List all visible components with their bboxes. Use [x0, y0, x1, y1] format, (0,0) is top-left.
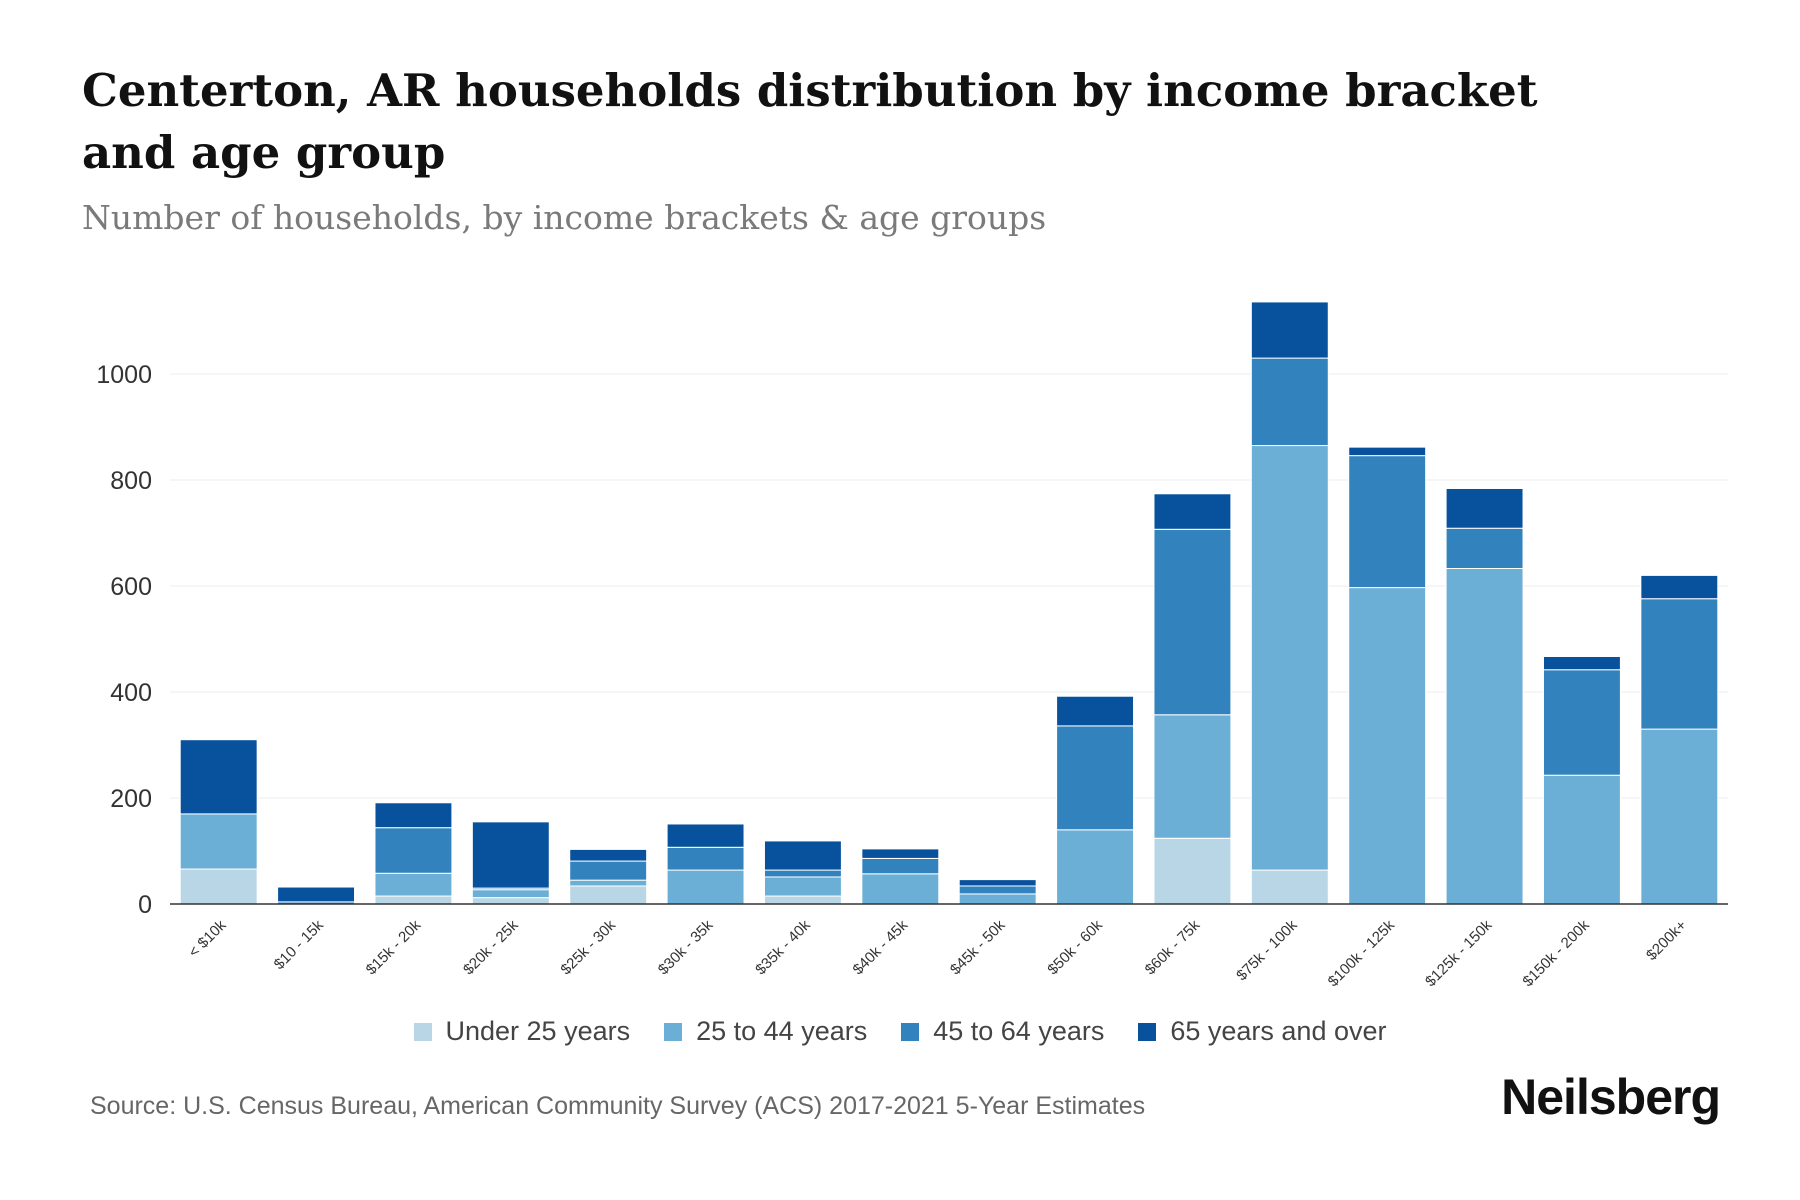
bar-segment [1153, 714, 1232, 839]
bar-segment [666, 846, 745, 871]
x-tick-label: $25k - 30k [557, 916, 619, 978]
bar-segment [763, 895, 842, 905]
bar-segment [1056, 695, 1135, 727]
y-tick-label: 800 [110, 467, 152, 495]
stacked-bar-chart: 0 200 400 600 800 1000 < $10k $10 - 15k $15k - 2… [96, 301, 1728, 990]
legend-label-45-64: 45 to 64 years [933, 1016, 1105, 1046]
bar-segment [374, 827, 453, 874]
bar-segment [1640, 728, 1719, 905]
x-tick-label: $35k - 40k [752, 916, 814, 978]
bar-segment [958, 879, 1037, 887]
bar-segment [179, 739, 258, 815]
legend-swatch-25-44 [664, 1022, 683, 1041]
legend-item-25-44: 25 to 44 years [664, 1016, 867, 1047]
bar-segment [179, 868, 258, 905]
bar-segment [666, 823, 745, 848]
bar-segment [179, 813, 258, 870]
bar-segment [471, 897, 550, 905]
bar-segment [471, 889, 550, 899]
legend-swatch-45-64 [901, 1022, 920, 1041]
bar-segment [763, 840, 842, 871]
bar-segment [861, 848, 940, 859]
bar-segment [1445, 487, 1524, 529]
bar-segment [1445, 568, 1524, 905]
legend-item-45-64: 45 to 64 years [901, 1016, 1104, 1047]
bar-segment [1445, 527, 1524, 570]
x-tick-label: $150k - 200k [1519, 916, 1593, 990]
legend-label-65-plus: 65 years and over [1170, 1016, 1387, 1046]
x-tick-label: $125k - 150k [1422, 916, 1496, 990]
bar-segment [861, 857, 940, 875]
bar-segment [1640, 574, 1719, 600]
bar-segment [569, 848, 648, 862]
bar-segment [1153, 528, 1232, 716]
y-tick-label: 200 [110, 785, 152, 813]
bar-segment [958, 885, 1037, 895]
bar-segment [958, 893, 1037, 905]
bar-segment [374, 802, 453, 829]
bar-segment [1542, 655, 1621, 671]
x-tick-label: < $10k [185, 916, 230, 961]
x-tick-label: $45k - 50k [947, 916, 1009, 978]
brand-logo: Neilsberg [1501, 1069, 1721, 1125]
x-tick-label: $60k - 75k [1142, 916, 1204, 978]
bar-segment [1250, 445, 1329, 871]
bar-segment [569, 879, 648, 887]
source-note: Source: U.S. Census Bureau, American Com… [90, 1092, 1146, 1120]
bar-segment [374, 872, 453, 897]
chart-subtitle: Number of households, by income brackets… [82, 198, 1047, 237]
bar-segment [763, 869, 842, 878]
bar-segment [1056, 829, 1135, 905]
x-tick-label: $15k - 20k [363, 916, 425, 978]
legend-swatch-under-25 [413, 1022, 432, 1041]
x-tick-label: $30k - 35k [655, 916, 717, 978]
bar-segment [861, 873, 940, 905]
y-tick-label: 1000 [96, 361, 152, 389]
bar-segment [1056, 725, 1135, 831]
x-tick-label: $20k - 25k [460, 916, 522, 978]
bars [179, 301, 1719, 905]
x-tick-label: $100k - 125k [1325, 916, 1399, 990]
x-tick-label: $75k - 100k [1233, 916, 1301, 984]
bar-segment [1250, 301, 1329, 359]
x-tick-label: $40k - 45k [850, 916, 912, 978]
y-tick-label: 600 [110, 573, 152, 601]
bar-segment [1250, 357, 1329, 447]
chart-title: Centerton, AR households distribution by… [82, 64, 1538, 179]
x-tick-label: $10 - 15k [271, 916, 328, 973]
bar-segment [1348, 455, 1427, 589]
bar-segment [1153, 493, 1232, 530]
bar-segment [666, 869, 745, 905]
bar-segment [277, 886, 356, 903]
y-tick-label: 0 [138, 891, 152, 919]
bar-segment [1542, 669, 1621, 776]
x-tick-label: $200k+ [1643, 917, 1690, 964]
bar-segment [1640, 598, 1719, 730]
bar-segment [569, 885, 648, 905]
legend: Under 25 years 25 to 44 years 45 to 64 y… [0, 1016, 1800, 1047]
x-tick-label: $50k - 60k [1044, 916, 1106, 978]
bar-segment [1348, 587, 1427, 905]
bar-segment [1542, 774, 1621, 905]
bar-segment [1348, 446, 1427, 457]
bar-segment [374, 895, 453, 905]
bar-segment [471, 821, 550, 889]
bar-segment [1153, 837, 1232, 905]
bar-segment [569, 860, 648, 881]
bar-segment [763, 876, 842, 897]
legend-label-25-44: 25 to 44 years [696, 1016, 868, 1046]
legend-swatch-65-plus [1138, 1022, 1157, 1041]
y-tick-label: 400 [110, 679, 152, 707]
bar-segment [1250, 869, 1329, 905]
legend-label-under-25: Under 25 years [445, 1016, 631, 1046]
legend-item-65-plus: 65 years and over [1138, 1016, 1387, 1047]
legend-item-under-25: Under 25 years [413, 1016, 631, 1047]
